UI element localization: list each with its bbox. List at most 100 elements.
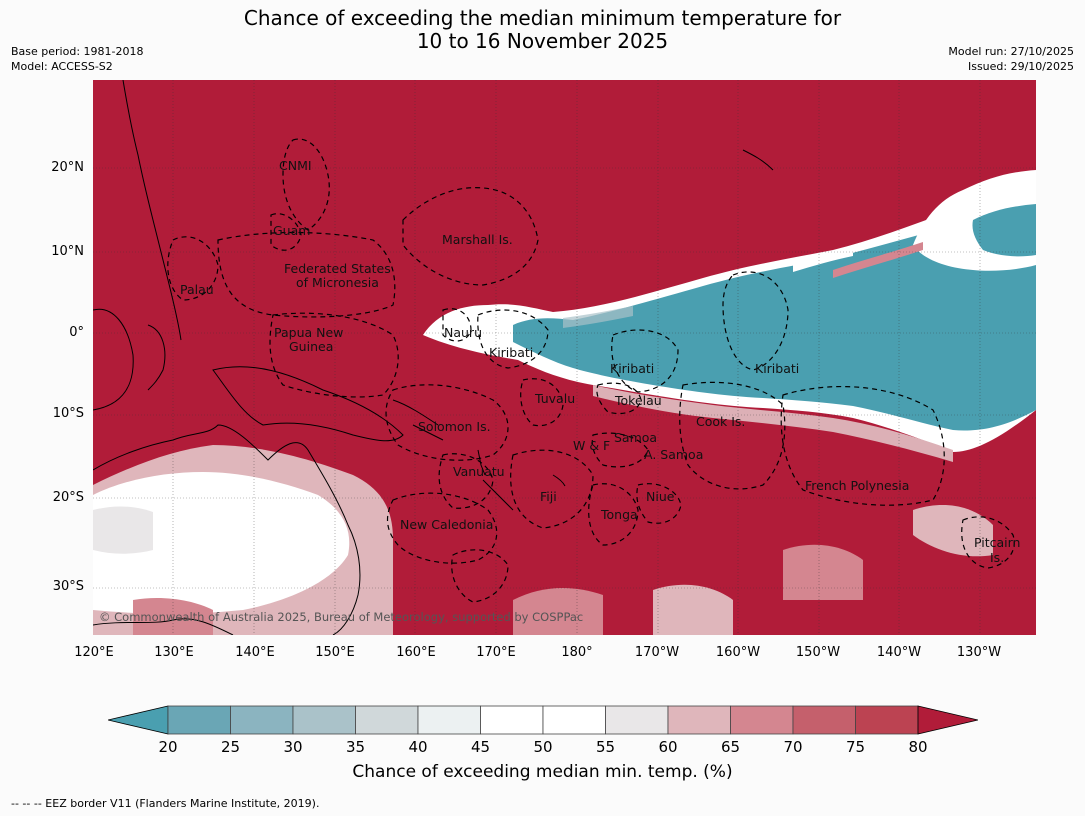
colorbar-tick-label: 80 xyxy=(908,738,928,756)
colorbar-tick-label: 70 xyxy=(783,738,803,756)
eez-cook xyxy=(679,381,786,490)
colorbar-tick-label: 75 xyxy=(845,738,866,756)
lat-tick-20n: 20°N xyxy=(51,160,84,175)
label-kiribati-east: Kiribati xyxy=(755,361,799,376)
eez-kiribati-central xyxy=(611,329,679,393)
colorbar-segment xyxy=(355,705,419,735)
eez-solomon xyxy=(385,384,509,461)
map-title: Chance of exceeding the median minimum t… xyxy=(0,7,1085,53)
label-palau: Palau xyxy=(180,282,214,297)
label-wallis-futuna: W & F xyxy=(573,438,610,453)
colorbar-segment xyxy=(605,705,669,735)
philippines-coast xyxy=(122,80,182,341)
label-kiribati-central: Kiribati xyxy=(610,361,654,376)
label-fsm-1: Federated States xyxy=(284,261,391,276)
colorbar-segment xyxy=(542,705,606,735)
colorbar-segment xyxy=(855,705,919,735)
eez-tokelau xyxy=(596,382,642,415)
eez-vanuatu xyxy=(438,453,494,509)
eez-new-caledonia xyxy=(387,492,498,564)
graticule xyxy=(93,80,1036,635)
eez-nauru xyxy=(442,308,472,342)
base-period-info: Base period: 1981-2018 Model: ACCESS-S2 xyxy=(11,44,143,74)
lat-tick-10n: 10°N xyxy=(51,244,84,259)
eez-cnmi xyxy=(282,138,330,231)
colorbar-extend-high xyxy=(917,705,978,735)
label-new-caledonia: New Caledonia xyxy=(400,517,493,532)
south-central-patch-3 xyxy=(783,544,863,600)
colorbar-segment xyxy=(730,705,794,735)
label-pitcairn-1: Pitcairn xyxy=(974,535,1020,550)
lon-tick-130e: 130°E xyxy=(154,645,194,660)
north-white-streak xyxy=(793,248,853,272)
colorbar-tick-label: 40 xyxy=(408,738,428,756)
lon-tick-150e: 150°E xyxy=(315,645,355,660)
model-run-info: Model run: 27/10/2025 Issued: 29/10/2025 xyxy=(948,44,1074,74)
eez-south-lower xyxy=(451,549,509,603)
label-cnmi: CNMI xyxy=(279,158,312,173)
lon-tick-170w: 170°W xyxy=(634,645,680,660)
colorbar-tick-label: 25 xyxy=(220,738,241,756)
label-samoa: Samoa xyxy=(614,430,657,445)
eez-palau xyxy=(167,236,219,301)
label-tuvalu: Tuvalu xyxy=(534,391,575,406)
eez-fiji xyxy=(510,449,594,529)
colorbar-segment xyxy=(792,705,856,735)
label-png-2: Guinea xyxy=(289,339,333,354)
lon-tick-170e: 170°E xyxy=(476,645,516,660)
eez-niue xyxy=(636,483,682,524)
southwest-cool-grey xyxy=(93,506,153,554)
colorbar-extend-low xyxy=(108,705,169,735)
title-line-2: 10 to 16 November 2025 xyxy=(416,29,669,53)
lat-tick-10s: 10°S xyxy=(52,406,84,421)
eez-samoa xyxy=(591,432,649,468)
copyright-notice: © Commonwealth of Australia 2025, Bureau… xyxy=(99,610,583,624)
lon-tick-120e: 120°E xyxy=(74,645,114,660)
label-fiji: Fiji xyxy=(540,489,557,504)
label-kiribati-west: Kiribati xyxy=(489,345,533,360)
new-caledonia-coast xyxy=(482,479,514,511)
colorbar-segment xyxy=(167,705,231,735)
sulawesi-coast xyxy=(147,324,166,391)
label-french-polynesia: French Polynesia xyxy=(805,478,909,493)
eez-kiribati-east xyxy=(722,271,789,371)
label-png-1: Papua New xyxy=(274,325,343,340)
colorbar-segment xyxy=(230,705,294,735)
cool-anomaly-core xyxy=(513,200,1036,431)
label-tonga: Tonga xyxy=(600,507,638,522)
model-run-text: Model run: 27/10/2025 xyxy=(948,45,1074,58)
southwest-cool-core xyxy=(93,472,350,614)
cool-anomaly-light-band xyxy=(563,306,633,328)
eez-tuvalu xyxy=(520,378,564,427)
colorbar-tick-label: 50 xyxy=(533,738,553,756)
label-solomon: Solomon Is. xyxy=(418,419,491,434)
lon-tick-160e: 160°E xyxy=(396,645,436,660)
label-tokelau: Tokelau xyxy=(614,393,662,408)
colorbar-segment xyxy=(292,705,356,735)
coastlines xyxy=(93,80,774,635)
base-period-text: Base period: 1981-2018 xyxy=(11,45,144,58)
label-niue: Niue xyxy=(646,489,675,504)
lat-tick-30s: 30°S xyxy=(52,579,84,594)
colorbar-tick-label: 60 xyxy=(658,738,678,756)
model-text: Model: ACCESS-S2 xyxy=(11,60,113,73)
eez-tonga xyxy=(588,483,639,546)
lat-tick-20s: 20°S xyxy=(52,490,84,505)
colorbar xyxy=(108,705,978,735)
colorbar-tick-label: 45 xyxy=(470,738,491,756)
eez-guam xyxy=(270,213,302,251)
south-central-patch-1 xyxy=(513,588,603,635)
issued-text: Issued: 29/10/2025 xyxy=(967,60,1074,73)
eez-french-polynesia xyxy=(780,385,945,506)
new-guinea-coast xyxy=(212,366,404,442)
label-marshall: Marshall Is. xyxy=(442,232,513,247)
colorbar-tick-label: 55 xyxy=(595,738,616,756)
eez-micronesia xyxy=(217,231,396,318)
south-pink-patch xyxy=(133,598,213,635)
south-central-patch-2 xyxy=(653,584,733,635)
south-coast-line xyxy=(93,618,234,635)
solomon-islands-coast xyxy=(392,399,444,441)
colorbar-tick-label: 35 xyxy=(345,738,366,756)
label-nauru: Nauru xyxy=(444,325,482,340)
colorbar-tick-label: 30 xyxy=(283,738,303,756)
